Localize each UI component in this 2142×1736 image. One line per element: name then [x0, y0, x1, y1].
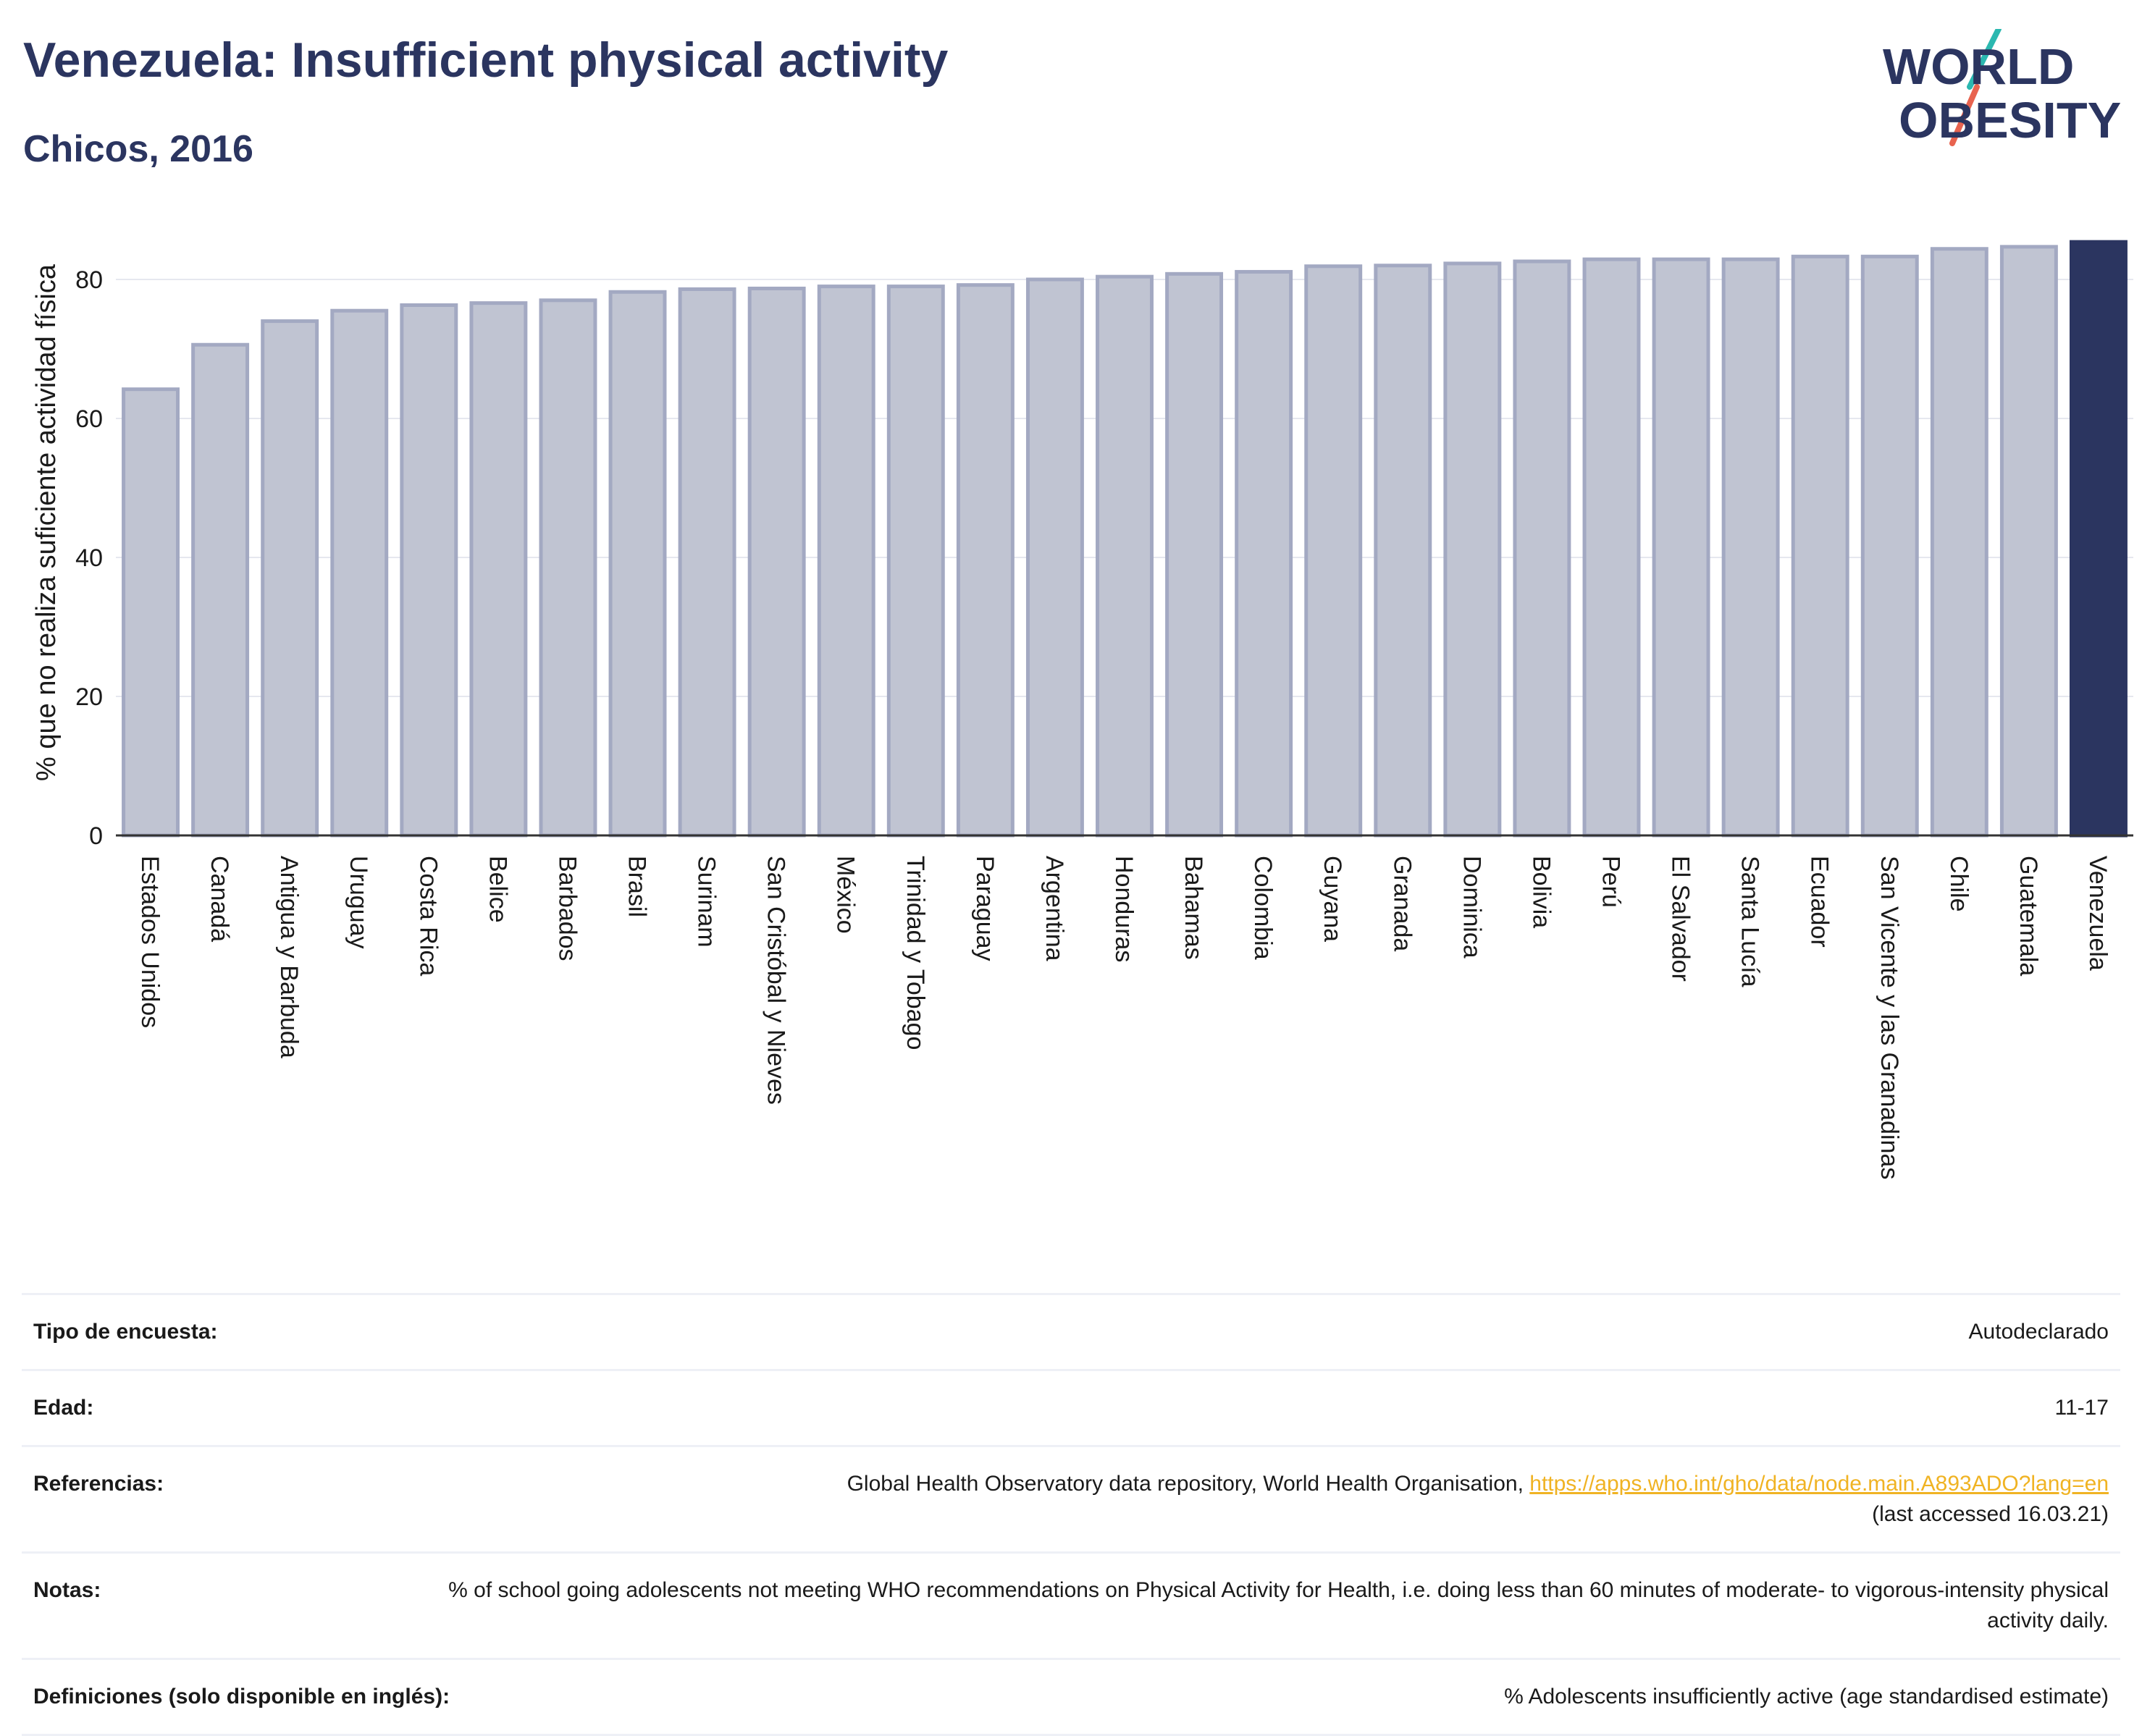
bar [1721, 257, 1780, 838]
bar [261, 319, 319, 838]
bar [1096, 274, 1154, 838]
references-value: Global Health Observatory data repositor… [847, 1469, 2109, 1530]
x-tick-label: Estados Unidos [136, 856, 164, 1028]
info-row-notes: Notas: % of school going adolescents not… [22, 1551, 2120, 1658]
bar [1443, 261, 1502, 838]
notes-value: % of school going adolescents not meetin… [448, 1578, 2109, 1632]
bar [608, 290, 667, 838]
info-row-survey-type: Tipo de encuesta: Autodeclarado [22, 1293, 2120, 1369]
bar [191, 342, 250, 838]
info-row-definitions: Definiciones (solo disponible en inglés)… [22, 1658, 2120, 1736]
bar [678, 287, 736, 838]
x-tick-label: San Cristóbal y Nieves [763, 856, 790, 1105]
survey-type-value: Autodeclarado [1968, 1320, 2109, 1344]
x-tick-label: Guatemala [2015, 856, 2042, 976]
x-tick-label: Barbados [553, 856, 581, 961]
x-tick-label: San Vicente y las Granadinas [1876, 856, 1903, 1179]
x-tick-label: Bahamas [1180, 856, 1207, 960]
age-label: Edad: [33, 1396, 94, 1420]
bar [886, 285, 945, 838]
x-tick-label: Trinidad y Tobago [902, 856, 929, 1050]
bar [1025, 277, 1084, 838]
bar [1235, 269, 1293, 838]
x-tick-label: Canadá [206, 856, 233, 942]
bar [1930, 247, 1988, 838]
info-row-age: Edad: 11-17 [22, 1369, 2120, 1445]
svg-text:OBESITY: OBESITY [1899, 92, 2121, 148]
bar [330, 308, 389, 838]
definitions-value: % Adolescents insufficiently active (age… [1504, 1685, 2109, 1708]
bar-chart: 0 20 40 60 80 % que no realiza suficiente act… [31, 240, 2133, 1179]
bar [122, 387, 180, 838]
x-tick-label: Perú [1597, 856, 1624, 908]
bar [1374, 264, 1432, 838]
x-tick-label: Brasil [623, 856, 651, 917]
x-tick-label: Granada [1388, 856, 1416, 951]
x-tick-label: Surinam [693, 856, 721, 948]
x-tick-label: Honduras [1110, 856, 1138, 962]
x-tick-label: Uruguay [345, 856, 372, 949]
x-tick-label: Bolivia [1527, 856, 1555, 928]
y-tick-label: 40 [75, 544, 103, 572]
world-obesity-logo: WORLD OBESITY [1883, 29, 2121, 148]
bar [1513, 259, 1571, 838]
bar [400, 303, 458, 838]
bar [1165, 271, 1224, 838]
x-tick-label: Guyana [1319, 856, 1346, 942]
page-subtitle: Chicos, 2016 [23, 128, 253, 170]
x-tick-label: Argentina [1041, 856, 1068, 961]
bar [2069, 240, 2128, 838]
page-title: Venezuela: Insufficient physical activit… [23, 33, 949, 88]
x-tick-label: Chile [1945, 856, 1973, 911]
bar [1860, 254, 1919, 838]
references-label: Referencias: [33, 1472, 164, 1496]
bar [1304, 264, 1363, 838]
bar [747, 286, 806, 838]
x-tick-label: Antigua y Barbuda [275, 856, 303, 1058]
bar [1999, 245, 2058, 838]
references-link[interactable]: https://apps.who.int/gho/data/node.main.… [1529, 1472, 2109, 1496]
svg-text:WORLD: WORLD [1883, 38, 2074, 95]
bar [1652, 257, 1710, 838]
age-value: 11-17 [2054, 1396, 2109, 1420]
y-axis-label: % que no realiza suficiente actividad fí… [31, 264, 62, 781]
x-tick-label: Costa Rica [414, 856, 442, 976]
bar [1791, 254, 1849, 838]
info-row-references: Referencias: Global Health Observatory d… [22, 1445, 2120, 1551]
x-tick-label: México [832, 856, 860, 934]
bar [1582, 257, 1641, 838]
x-tick-label: Santa Lucía [1736, 856, 1764, 987]
info-table: Tipo de encuesta: Autodeclarado Edad: 11… [22, 1293, 2120, 1736]
y-tick-label: 80 [75, 266, 103, 294]
x-tick-label: Belice [484, 856, 511, 923]
x-tick-label: Venezuela [2084, 856, 2112, 971]
survey-type-label: Tipo de encuesta: [33, 1320, 218, 1344]
x-tick-label: El Salvador [1667, 856, 1694, 982]
x-tick-label: Ecuador [1806, 856, 1834, 948]
bar [539, 298, 597, 838]
bar [469, 301, 528, 838]
y-tick-label: 20 [75, 683, 103, 711]
bar [817, 285, 875, 838]
x-tick-label: Dominica [1458, 856, 1485, 958]
notes-label: Notas: [33, 1578, 101, 1602]
bar [956, 283, 1015, 838]
references-text: Global Health Observatory data repositor… [847, 1472, 1530, 1496]
x-tick-label: Paraguay [971, 856, 999, 961]
references-accessed: (last accessed 16.03.21) [1872, 1502, 2109, 1526]
x-tick-label: Colombia [1249, 856, 1277, 960]
y-tick-label: 0 [89, 822, 103, 850]
y-tick-label: 60 [75, 405, 103, 433]
definitions-label: Definiciones (solo disponible en inglés)… [33, 1685, 450, 1708]
